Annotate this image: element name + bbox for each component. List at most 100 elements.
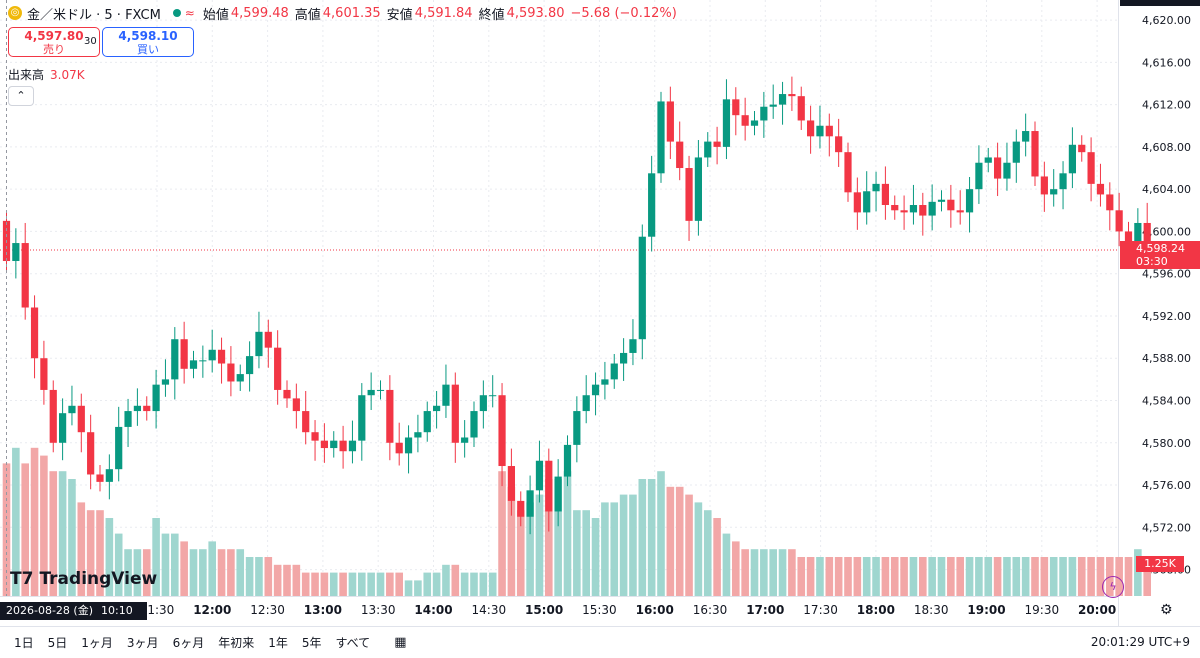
bar-countdown: 03:30 (1136, 255, 1168, 268)
buy-button[interactable]: 4,598.10 買い (102, 27, 194, 57)
candle-body (750, 120, 759, 126)
candle-body (610, 363, 618, 380)
candle-body (657, 101, 665, 174)
volume-bar (760, 549, 768, 596)
volume-bar (675, 486, 684, 596)
volume-bar (442, 564, 450, 596)
volume-bar (142, 549, 151, 596)
timeframe-1d[interactable]: 1日 (14, 636, 34, 650)
timeframe-5y[interactable]: 5年 (301, 636, 322, 650)
candle-body (517, 500, 525, 517)
volume-bar (956, 557, 964, 596)
timeframe-6m[interactable]: 6ヶ月 (172, 636, 205, 650)
candle-body (778, 94, 787, 105)
candle-body (872, 183, 880, 192)
volume-bar (526, 502, 534, 596)
x-tick-label: 14:30 (472, 603, 507, 617)
chevron-up-icon: ⌃ (16, 89, 26, 102)
volume-bar (1115, 557, 1123, 596)
volume-bar (993, 557, 1002, 596)
volume-bar (507, 486, 516, 596)
volume-bar (685, 494, 693, 596)
candle-body (937, 199, 946, 202)
candle-body (629, 339, 637, 353)
y-tick-label: 4,596.00 (1142, 268, 1191, 281)
candle-body (133, 405, 141, 412)
volume-bar (1003, 557, 1011, 596)
tv-logo-icon: 𝗧𝟳 (10, 569, 34, 589)
timeframe-ytd[interactable]: 年初来 (218, 636, 255, 650)
volume-bar (919, 557, 927, 596)
candle-body (246, 356, 254, 375)
buy-price: 4,598.10 (118, 29, 178, 43)
sell-button[interactable]: 4,597.80 売り (8, 27, 100, 57)
volume-bar (199, 549, 207, 596)
volume-bar (657, 471, 665, 596)
symbol-title[interactable]: 金／米ドル · 5 · FXCM (27, 7, 161, 23)
candle-body (1012, 141, 1020, 163)
volume-bar (264, 557, 273, 596)
candle-body (947, 199, 955, 211)
timeframe-5d[interactable]: 5日 (47, 636, 68, 650)
candle-body (638, 236, 646, 340)
volume-bar (423, 572, 432, 596)
x-tick-label: 16:30 (693, 603, 728, 617)
candle-body (367, 389, 375, 396)
candle-body (264, 331, 272, 348)
candle-body (143, 405, 151, 412)
candle-body (666, 101, 674, 142)
volume-bar (1040, 557, 1049, 596)
candle-body (1134, 222, 1142, 248)
volume-bar (535, 494, 544, 596)
low-value: 4,591.84 (414, 5, 473, 21)
candle-body (760, 106, 768, 121)
candle-body (732, 99, 740, 116)
candle-body (909, 205, 918, 213)
candle-body (227, 363, 235, 382)
candle-body (1115, 210, 1123, 232)
volume-bar (451, 564, 460, 596)
volume-bar (928, 557, 936, 596)
volume-bar (1134, 549, 1142, 596)
gear-icon[interactable]: ⚙ (1160, 602, 1173, 618)
candle-body (573, 411, 581, 445)
candle-body (648, 173, 656, 237)
volume-bar (909, 557, 918, 596)
timeframe-all[interactable]: すべて (335, 636, 371, 650)
x-tick-label: 16:00 (636, 603, 674, 617)
candle-body (994, 157, 1002, 179)
candle-body (1003, 162, 1011, 179)
candle-body (302, 411, 310, 433)
calendar-icon[interactable]: ▦ (394, 635, 407, 650)
volume-bar (273, 564, 282, 596)
candle-body (919, 205, 927, 216)
volume-bar (563, 471, 572, 596)
y-tick-label: 4,580.00 (1142, 437, 1191, 450)
candle-body (928, 201, 936, 216)
volume-bar (1059, 557, 1067, 596)
volume-bar (470, 572, 478, 596)
candle-body (115, 426, 123, 470)
candle-body (87, 432, 95, 475)
flash-icon[interactable]: ϟ (1102, 576, 1124, 598)
volume-bar (86, 510, 95, 596)
candle-body (21, 243, 29, 308)
timeframe-3m[interactable]: 3ヶ月 (126, 636, 159, 650)
x-tick-label: 17:00 (746, 603, 784, 617)
last-volume-tag: 1.25K (1136, 556, 1184, 572)
volume-bar (367, 572, 375, 596)
volume-legend[interactable]: 出来高 3.07K (8, 66, 85, 83)
volume-bar (133, 549, 142, 596)
candle-body (554, 476, 562, 512)
timeframe-1y[interactable]: 1年 (268, 636, 288, 650)
tradingview-logo[interactable]: 𝗧𝟳 TradingView (10, 569, 157, 589)
clock-label[interactable]: 20:01:29 UTC+9 (1090, 635, 1190, 649)
candle-body (479, 395, 487, 412)
candle-body (1096, 183, 1105, 195)
timeframe-1m[interactable]: 1ヶ月 (81, 636, 113, 650)
volume-bar (395, 572, 403, 596)
collapse-legend-button[interactable]: ⌃ (8, 86, 34, 106)
volume-bar (180, 541, 188, 596)
candle-body (423, 411, 431, 433)
